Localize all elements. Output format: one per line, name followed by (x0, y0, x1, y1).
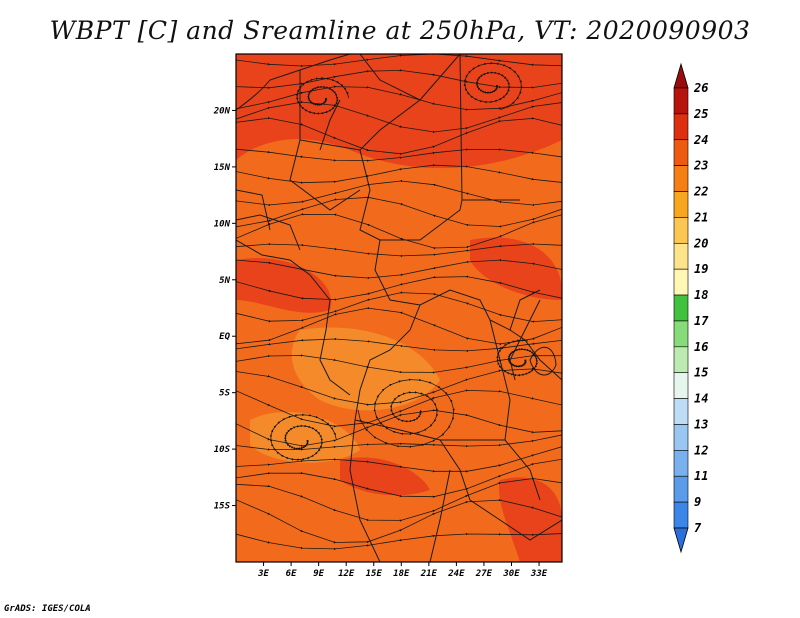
colorbar-swatch (673, 475, 689, 503)
map-plot-area (236, 54, 562, 562)
colorbar-label: 22 (693, 185, 708, 199)
lon-tick-label: 24E (447, 569, 465, 579)
streamline (496, 339, 539, 377)
colorbar-swatch (673, 268, 689, 296)
lon-tick-label: 18E (393, 569, 410, 579)
colorbar-swatch (673, 501, 689, 529)
colorbar: 7 9 11 12 13 14 15 16 17 18 19 20 21 22 23 24 25 26 (673, 62, 709, 554)
colorbar-label: 18 (694, 288, 708, 302)
colorbar-label: 15 (694, 366, 708, 380)
streamline (236, 258, 562, 280)
colorbar-swatch (673, 398, 689, 425)
colorbar-label: 13 (694, 417, 708, 431)
streamlines (236, 54, 562, 551)
map-frame (235, 53, 563, 563)
lon-tick-label: 12E (338, 569, 355, 579)
colorbar-label: 7 (694, 521, 702, 535)
colorbar-swatch (673, 113, 689, 141)
lat-tick-label: 10N (214, 219, 231, 229)
lon-tick-label: 33E (530, 569, 548, 579)
colorbar-label: 16 (694, 340, 708, 354)
lat-tick-label: 5S (219, 389, 230, 399)
colorbar-swatch (673, 372, 689, 399)
lon-tick-label: 30E (502, 569, 520, 579)
colorbar-label: 24 (693, 133, 708, 147)
lat-tick-label: 10S (214, 445, 231, 455)
colorbar-label: 21 (693, 210, 708, 224)
colorbar-swatch (673, 450, 689, 477)
lat-tick-label: 15S (214, 502, 231, 512)
latitude-axis: 20N 15N 10N 5N EQ 5S 10S 15S (213, 106, 236, 512)
lon-tick-label: 6E (286, 569, 297, 579)
grads-credit: GrADS: IGES/COLA (4, 604, 91, 614)
lon-tick-label: 9E (313, 569, 324, 579)
colorbar-top-arrow (673, 62, 689, 89)
streamline (463, 62, 523, 111)
colorbar-swatch (673, 165, 689, 192)
streamline (236, 532, 562, 551)
map-title: WBPT [C] and Sreamline at 250hPa, VT: 20… (49, 16, 751, 45)
colorbar-label: 26 (693, 81, 708, 95)
streamline (269, 413, 337, 461)
colorbar-swatch (673, 424, 689, 451)
colorbar-label: 25 (693, 107, 708, 121)
streamline (236, 213, 562, 250)
streamline (295, 76, 349, 115)
lat-tick-label: 20N (213, 106, 231, 116)
longitude-axis: 3E 6E 9E 12E 15E 18E 21E 24E 27E 30E 33E (257, 562, 548, 579)
streamline (236, 148, 562, 162)
colorbar-label: 23 (693, 159, 708, 173)
colorbar-label: 12 (694, 443, 708, 457)
colorbar-swatch (673, 87, 689, 115)
colorbar-swatch (673, 191, 689, 218)
colorbar-swatch (673, 139, 689, 166)
colorbar-label: 11 (694, 469, 708, 483)
lon-tick-label: 15E (366, 569, 383, 579)
streamline (357, 378, 455, 448)
colorbar-bottom-arrow (673, 527, 689, 554)
lat-tick-label: 5N (219, 276, 230, 286)
lat-tick-label: EQ (219, 332, 230, 342)
streamline (236, 242, 562, 258)
colorbar-swatch (673, 294, 689, 322)
colorbar-swatch (673, 242, 689, 270)
colorbar-swatch (673, 346, 689, 374)
lon-tick-label: 27E (475, 569, 493, 579)
colorbar-swatch (673, 217, 689, 244)
colorbar-label: 9 (694, 495, 701, 509)
colorbar-label: 19 (694, 262, 708, 276)
colorbar-label: 17 (694, 314, 709, 328)
colorbar-label: 14 (694, 392, 708, 406)
colorbar-label: 20 (693, 236, 708, 250)
lat-tick-label: 15N (214, 163, 231, 173)
lon-tick-label: 21E (420, 569, 438, 579)
streamline (236, 498, 562, 544)
lon-tick-label: 3E (257, 569, 269, 579)
colorbar-swatch (673, 320, 689, 348)
